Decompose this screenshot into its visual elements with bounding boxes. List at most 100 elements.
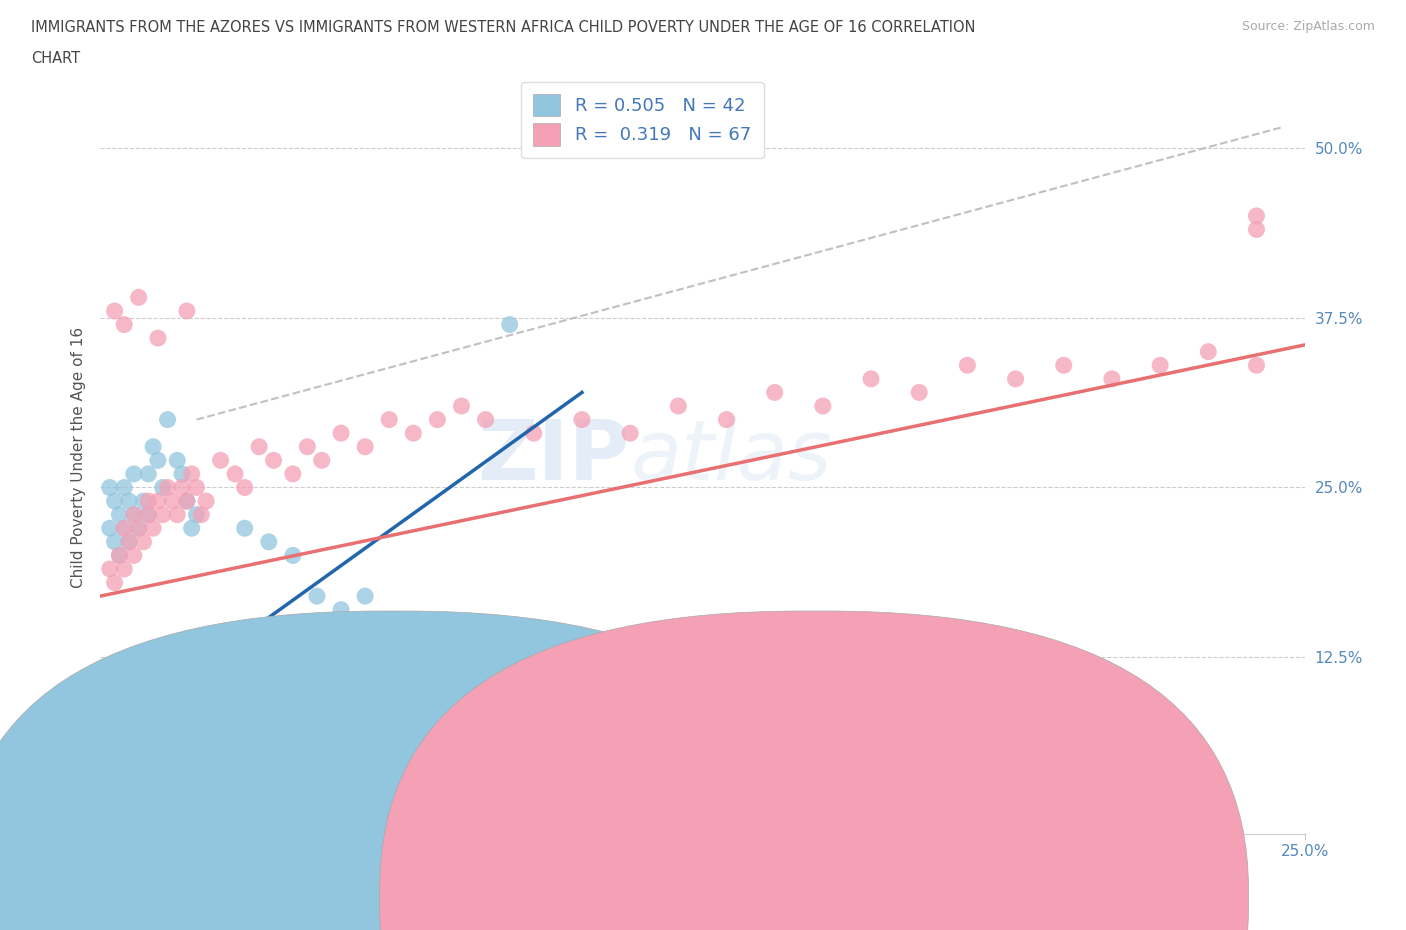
Point — [103, 671, 125, 685]
Point — [162, 494, 184, 509]
Point — [118, 671, 141, 685]
Point — [474, 412, 496, 427]
Point — [108, 548, 131, 563]
Point — [146, 494, 169, 509]
Point — [224, 467, 246, 482]
Point — [1004, 371, 1026, 386]
Point — [209, 453, 232, 468]
Point — [402, 657, 425, 671]
Point — [132, 535, 155, 550]
Point — [1101, 371, 1123, 386]
Point — [402, 426, 425, 441]
Point — [811, 399, 834, 414]
Point — [180, 521, 202, 536]
Point — [136, 467, 159, 482]
Point — [1149, 358, 1171, 373]
Point — [146, 331, 169, 346]
Point — [128, 290, 150, 305]
Point — [112, 562, 135, 577]
Point — [132, 494, 155, 509]
Point — [103, 494, 125, 509]
Point — [108, 657, 131, 671]
Point — [1197, 344, 1219, 359]
Text: IMMIGRANTS FROM THE AZORES VS IMMIGRANTS FROM WESTERN AFRICA CHILD POVERTY UNDER: IMMIGRANTS FROM THE AZORES VS IMMIGRANTS… — [31, 20, 976, 35]
Point — [305, 589, 328, 604]
Point — [166, 507, 188, 522]
Point — [498, 317, 520, 332]
Point — [112, 684, 135, 698]
Point — [378, 630, 401, 644]
Point — [108, 507, 131, 522]
Text: Immigrants from the Azores: Immigrants from the Azores — [385, 890, 599, 905]
Point — [170, 480, 193, 495]
Point — [146, 453, 169, 468]
Point — [98, 684, 121, 698]
Point — [311, 453, 333, 468]
Point — [98, 521, 121, 536]
Point — [354, 589, 377, 604]
Point — [263, 453, 285, 468]
Point — [103, 303, 125, 318]
Point — [122, 507, 145, 522]
Point — [233, 521, 256, 536]
Point — [98, 562, 121, 577]
Point — [523, 426, 546, 441]
Text: ZIP: ZIP — [478, 417, 630, 498]
Point — [136, 507, 159, 522]
Point — [112, 480, 135, 495]
Point — [908, 385, 931, 400]
Point — [247, 439, 270, 454]
Point — [118, 494, 141, 509]
Point — [195, 494, 218, 509]
Point — [186, 507, 208, 522]
Point — [450, 399, 472, 414]
Point — [666, 671, 689, 685]
Point — [190, 507, 212, 522]
Point — [1246, 222, 1268, 237]
Point — [330, 684, 353, 698]
Point — [1053, 358, 1076, 373]
Point — [156, 412, 179, 427]
Point — [716, 412, 738, 427]
Text: Source: ZipAtlas.com: Source: ZipAtlas.com — [1241, 20, 1375, 33]
Point — [176, 494, 198, 509]
Point — [122, 684, 145, 698]
Point — [118, 535, 141, 550]
Point — [118, 535, 141, 550]
Point — [571, 412, 593, 427]
Point — [257, 671, 280, 685]
Point — [152, 480, 174, 495]
Point — [180, 467, 202, 482]
Point — [233, 480, 256, 495]
Point — [94, 698, 117, 712]
Y-axis label: Child Poverty Under the Age of 16: Child Poverty Under the Age of 16 — [72, 326, 86, 588]
Point — [281, 467, 304, 482]
Point — [619, 426, 641, 441]
Point — [122, 548, 145, 563]
Point — [103, 575, 125, 590]
Point — [354, 439, 377, 454]
Point — [98, 480, 121, 495]
Point — [156, 480, 179, 495]
Point — [170, 467, 193, 482]
Point — [426, 412, 449, 427]
Point — [166, 453, 188, 468]
Point — [1246, 208, 1268, 223]
Point — [108, 548, 131, 563]
Legend: R = 0.505   N = 42, R =  0.319   N = 67: R = 0.505 N = 42, R = 0.319 N = 67 — [520, 82, 763, 158]
Text: CHART: CHART — [31, 51, 80, 66]
Point — [956, 358, 979, 373]
Point — [330, 603, 353, 618]
Point — [112, 521, 135, 536]
Point — [128, 521, 150, 536]
Point — [297, 439, 319, 454]
Point — [112, 317, 135, 332]
Point — [128, 521, 150, 536]
Point — [209, 671, 232, 685]
Point — [128, 698, 150, 712]
Point — [257, 535, 280, 550]
Point — [176, 303, 198, 318]
Point — [122, 467, 145, 482]
Point — [142, 439, 165, 454]
Point — [281, 548, 304, 563]
